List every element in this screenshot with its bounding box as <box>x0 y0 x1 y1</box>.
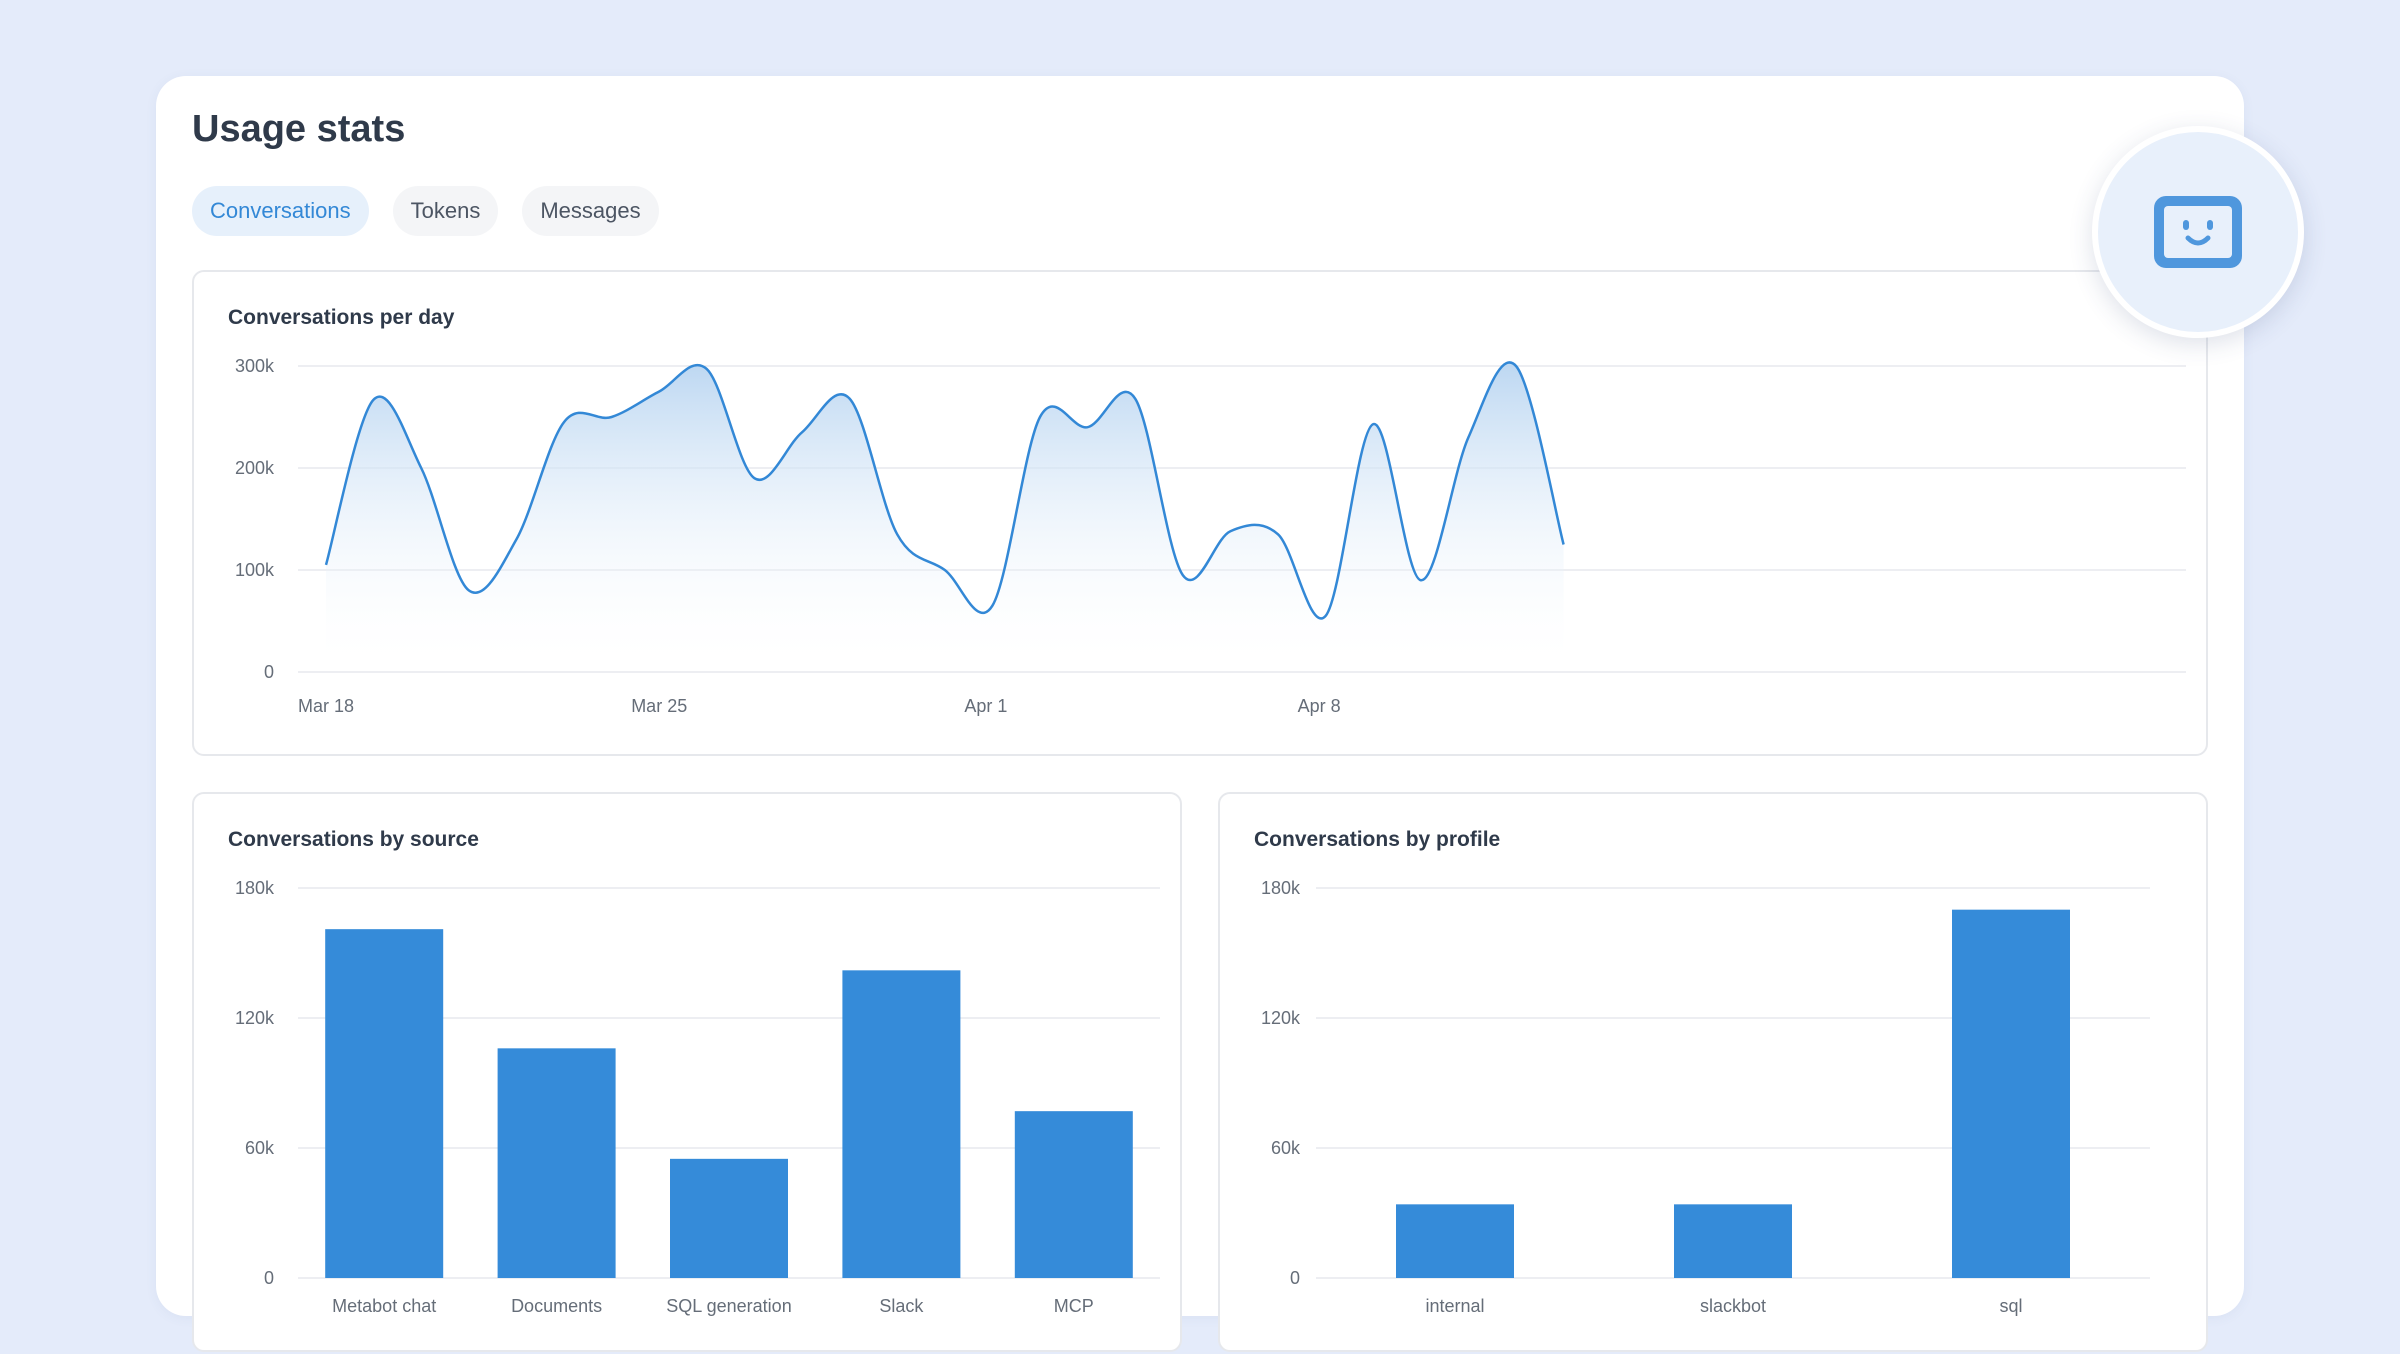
usage-stats-panel: Usage stats Conversations Tokens Message… <box>156 76 2244 1316</box>
series-area <box>326 362 1564 672</box>
tab-conversations[interactable]: Conversations <box>192 186 369 236</box>
conversations-per-day-chart: 0 100k 200k 300k Mar 18 Mar 25 Apr 1 Apr 8 <box>194 272 2210 758</box>
conversations-by-source-chart: 0 60k 120k 180k Metabot chat Documents SQL gen… <box>194 794 1184 1354</box>
x-tick-label: Documents <box>511 1296 602 1316</box>
conversations-by-profile-chart: 0 60k 120k 180k internal slackbot sql <box>1220 794 2210 1354</box>
tab-messages[interactable]: Messages <box>522 186 658 236</box>
y-tick-label: 0 <box>264 1268 274 1288</box>
smiley-robot-icon <box>2150 192 2246 272</box>
bar <box>670 1159 788 1278</box>
y-tick-label: 300k <box>235 356 275 376</box>
tab-bar: Conversations Tokens Messages <box>192 186 659 236</box>
x-tick-label: Apr 8 <box>1298 696 1341 716</box>
y-tick-label: 120k <box>235 1008 275 1028</box>
tab-tokens[interactable]: Tokens <box>393 186 499 236</box>
page-title: Usage stats <box>192 108 405 151</box>
bar <box>1015 1111 1133 1278</box>
bar <box>1952 910 2070 1278</box>
bar <box>842 970 960 1278</box>
x-tick-label: sql <box>1999 1296 2022 1316</box>
bar <box>1674 1204 1792 1278</box>
y-tick-label: 0 <box>264 662 274 682</box>
x-tick-label: internal <box>1425 1296 1484 1316</box>
x-tick-label: slackbot <box>1700 1296 1766 1316</box>
metabot-avatar[interactable] <box>2092 126 2304 338</box>
x-tick-label: MCP <box>1054 1296 1094 1316</box>
y-tick-label: 60k <box>245 1138 275 1158</box>
y-tick-label: 200k <box>235 458 275 478</box>
y-tick-label: 60k <box>1271 1138 1301 1158</box>
x-tick-label: Slack <box>879 1296 924 1316</box>
y-tick-label: 0 <box>1290 1268 1300 1288</box>
x-tick-label: Apr 1 <box>964 696 1007 716</box>
x-tick-label: SQL generation <box>666 1296 791 1316</box>
bar <box>325 929 443 1278</box>
bar <box>498 1048 616 1278</box>
bar <box>1396 1204 1514 1278</box>
y-tick-label: 100k <box>235 560 275 580</box>
x-tick-label: Mar 18 <box>298 696 354 716</box>
y-tick-label: 180k <box>235 878 275 898</box>
x-tick-label: Metabot chat <box>332 1296 436 1316</box>
x-tick-label: Mar 25 <box>631 696 687 716</box>
y-tick-label: 120k <box>1261 1008 1301 1028</box>
y-tick-label: 180k <box>1261 878 1301 898</box>
